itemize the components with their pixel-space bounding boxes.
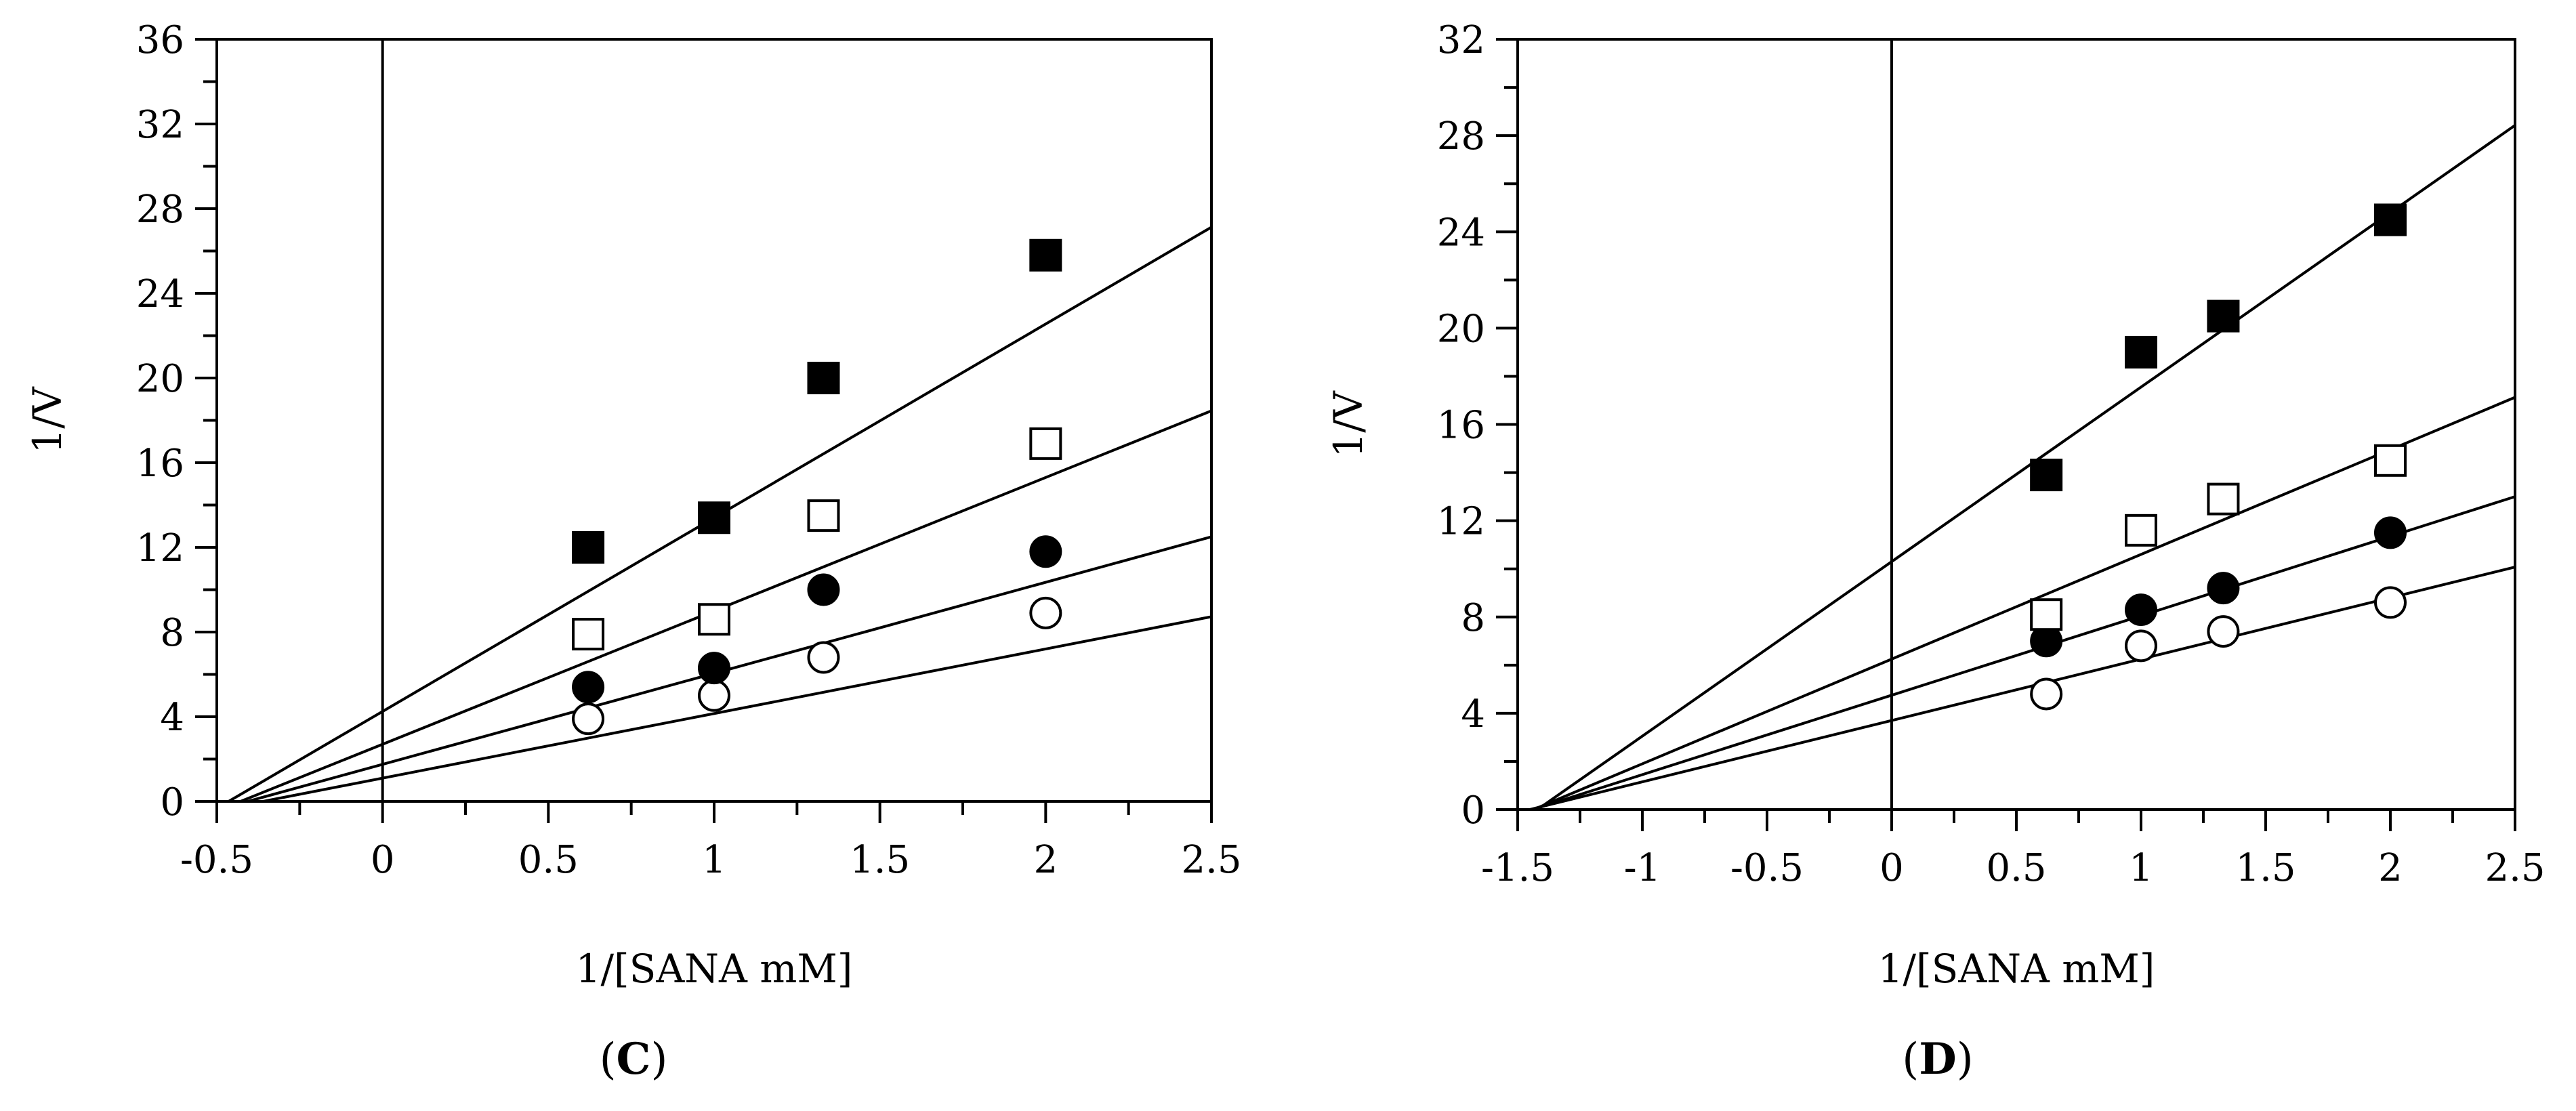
c-y-tick-label: 20 xyxy=(136,357,184,401)
d-filled-circle-fit-line xyxy=(1532,495,2516,811)
panel-c-label: (C) xyxy=(600,1034,668,1085)
c-x-tick-label: 0 xyxy=(371,838,395,882)
d-open-square-fit-line xyxy=(1533,396,2516,811)
c-open-circle-point xyxy=(1029,596,1062,629)
d-x-tick-label: 0.5 xyxy=(1986,846,2046,890)
c-y-tick-label: 12 xyxy=(136,526,184,570)
c-filled-square-point xyxy=(807,362,840,394)
c-x-tick-label: -0.5 xyxy=(180,838,253,882)
d-open-square-point xyxy=(2030,598,2063,631)
c-filled-square-point xyxy=(1029,238,1062,272)
d-filled-square-point xyxy=(2030,459,2063,492)
c-y-tick-label: 16 xyxy=(136,442,184,486)
d-open-square-point xyxy=(2374,444,2407,477)
panel-d-chart: 0 4 8 12 16 20 24 28 32 -1.5 -1 -0.5 0 0.5 1 1.5 2 2.5 1/[… xyxy=(1325,18,2546,992)
d-x-tick-label: 2 xyxy=(2378,846,2403,890)
c-open-square-point xyxy=(807,499,840,532)
c-y-axis-title: 1/V xyxy=(24,386,70,453)
d-filled-circle-point xyxy=(2125,593,2157,627)
d-open-circle-point xyxy=(2207,615,2240,648)
c-open-square-point xyxy=(698,603,730,636)
d-open-circle-point xyxy=(2374,586,2407,619)
c-open-circle-point xyxy=(572,703,605,736)
d-x-tick-label: 1.5 xyxy=(2235,846,2295,890)
c-open-square-point xyxy=(572,618,605,651)
c-open-square-point xyxy=(1029,427,1062,460)
c-x-tick-label: 1.5 xyxy=(850,838,910,882)
d-filled-square-point xyxy=(2374,203,2407,236)
d-open-circle-point xyxy=(2125,629,2157,663)
c-y-tick-label: 28 xyxy=(136,188,184,232)
c-y-tick-label: 0 xyxy=(160,780,184,824)
d-filled-circle-point xyxy=(2207,572,2240,605)
d-filled-square-fit-line xyxy=(1537,124,2516,811)
d-y-axis-title: 1/V xyxy=(1325,390,1371,457)
d-open-square-point xyxy=(2207,482,2240,516)
d-x-axis-title: 1/[SANA mM] xyxy=(1878,946,2155,992)
c-filled-circle-point xyxy=(807,573,840,606)
d-x-tick-label: -1 xyxy=(1624,846,1661,890)
d-x-tick-label: 2.5 xyxy=(2485,846,2545,890)
d-y-tick-label: 32 xyxy=(1437,18,1485,62)
c-x-tick-label: 2.5 xyxy=(1181,838,1241,882)
c-filled-square-point xyxy=(698,501,730,534)
c-y-tick-label: 24 xyxy=(136,272,184,316)
c-open-circle-fit-line xyxy=(262,615,1212,803)
d-y-tick-label: 8 xyxy=(1461,596,1485,640)
c-y-tick-label: 32 xyxy=(136,103,184,147)
d-y-tick-label: 16 xyxy=(1437,404,1485,448)
c-x-tick-label: 1 xyxy=(702,838,726,882)
d-x-tick-label: -0.5 xyxy=(1730,846,1804,890)
c-x-tick-label: 2 xyxy=(1034,838,1058,882)
d-y-tick-label: 4 xyxy=(1461,692,1485,736)
c-filled-circle-point xyxy=(698,652,730,685)
c-y-tick-label: 8 xyxy=(160,611,184,655)
c-open-circle-point xyxy=(698,679,730,712)
d-x-tick-label: 1 xyxy=(2129,846,2153,890)
d-y-tick-label: 20 xyxy=(1437,307,1485,351)
d-open-square-point xyxy=(2125,513,2157,547)
c-y-tick-label: 36 xyxy=(136,18,184,62)
d-y-tick-label: 0 xyxy=(1461,789,1485,833)
panel-c-chart: 0 4 8 12 16 20 24 28 32 36 -0.5 0 0.5 1 1.5 2 2.5 1/[SANA… xyxy=(24,18,1242,992)
c-y-tick-label: 4 xyxy=(160,696,184,740)
d-open-circle-fit-line xyxy=(1529,566,2516,811)
d-filled-circle-point xyxy=(2374,516,2407,549)
d-x-tick-label: 0 xyxy=(1879,846,1904,890)
panel-d-label: (D) xyxy=(1902,1034,1973,1085)
c-filled-square-point xyxy=(572,531,605,564)
c-filled-circle-point xyxy=(1029,535,1062,568)
d-y-tick-label: 28 xyxy=(1437,114,1485,159)
d-plot-frame xyxy=(1516,38,2516,811)
d-filled-square-point xyxy=(2207,299,2240,333)
c-filled-circle-point xyxy=(572,671,605,704)
d-filled-square-point xyxy=(2125,335,2157,369)
c-open-circle-point xyxy=(807,641,840,674)
d-y-tick-label: 12 xyxy=(1437,500,1485,544)
d-y-tick-label: 24 xyxy=(1437,211,1485,255)
c-x-tick-label: 0.5 xyxy=(518,838,579,882)
d-open-circle-point xyxy=(2030,677,2063,711)
c-x-axis-title: 1/[SANA mM] xyxy=(576,946,853,992)
d-x-tick-label: -1.5 xyxy=(1481,846,1554,890)
